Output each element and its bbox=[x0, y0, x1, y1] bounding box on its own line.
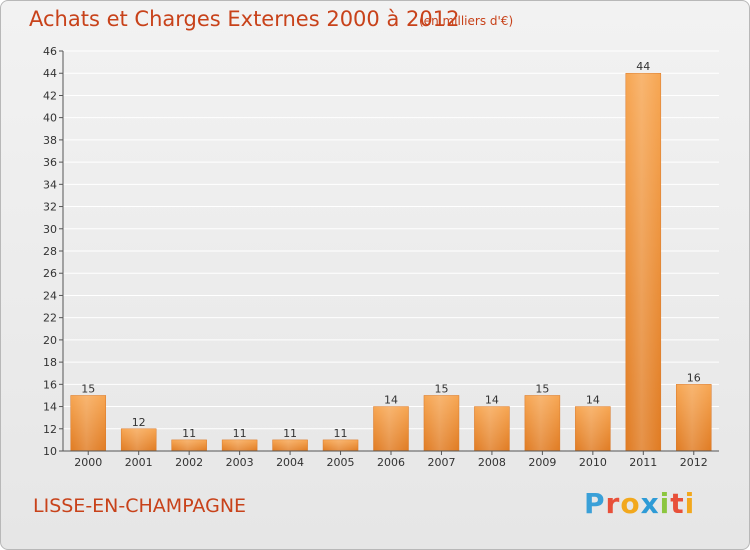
x-tick-label: 2005 bbox=[327, 456, 355, 469]
x-tick-label: 2008 bbox=[478, 456, 506, 469]
x-tick-label: 2003 bbox=[226, 456, 254, 469]
bar-highlight bbox=[575, 406, 611, 451]
x-tick-label: 2006 bbox=[377, 456, 405, 469]
data-label: 15 bbox=[81, 382, 95, 395]
y-tick-label: 34 bbox=[43, 178, 57, 191]
grid-layer bbox=[63, 50, 719, 452]
logo-letter: i bbox=[684, 487, 696, 520]
data-label: 15 bbox=[535, 382, 549, 395]
x-tick-label: 2004 bbox=[276, 456, 304, 469]
x-tick-label: 2007 bbox=[427, 456, 455, 469]
proxiti-logo: Proxiti bbox=[584, 487, 695, 520]
bar-highlight bbox=[676, 384, 712, 451]
data-label: 12 bbox=[132, 416, 146, 429]
commune-name: LISSE-EN-CHAMPAGNE bbox=[33, 495, 247, 517]
data-label: 15 bbox=[434, 382, 448, 395]
axis-layer: 10 12 14 16 18 20 22 24 26 28 30 32 34 36 38 40 42 44 46 20… bbox=[43, 45, 719, 469]
bar-highlight bbox=[524, 395, 560, 451]
logo-letter: t bbox=[670, 487, 685, 520]
data-label: 14 bbox=[485, 394, 499, 407]
x-tick-label: 2002 bbox=[175, 456, 203, 469]
y-tick-label: 44 bbox=[43, 67, 57, 80]
data-label: 44 bbox=[636, 60, 650, 73]
data-label: 11 bbox=[334, 427, 348, 440]
data-label: 14 bbox=[384, 394, 398, 407]
y-tick-label: 22 bbox=[43, 312, 57, 325]
bar-highlight bbox=[373, 406, 409, 451]
y-tick-label: 40 bbox=[43, 112, 57, 125]
logo-letter: x bbox=[640, 487, 660, 520]
x-tick-label: 2012 bbox=[680, 456, 708, 469]
data-label: 11 bbox=[233, 427, 247, 440]
y-tick-label: 30 bbox=[43, 223, 57, 236]
data-label: 11 bbox=[283, 427, 297, 440]
y-tick-label: 28 bbox=[43, 245, 57, 258]
bar-highlight bbox=[272, 439, 308, 451]
y-tick-label: 38 bbox=[43, 134, 57, 147]
bar-highlight bbox=[423, 395, 459, 451]
bar-highlight bbox=[121, 428, 157, 451]
y-tick-label: 16 bbox=[43, 378, 57, 391]
data-label: 11 bbox=[182, 427, 196, 440]
bars-layer: 15 12 11 11 11 11 14 15 14 15 14 44 16 bbox=[70, 60, 712, 452]
y-tick-label: 24 bbox=[43, 289, 57, 302]
bar-highlight bbox=[474, 406, 510, 451]
logo-letter: o bbox=[620, 487, 641, 520]
data-label: 14 bbox=[586, 394, 600, 407]
bar-highlight bbox=[70, 395, 106, 451]
y-tick-label: 20 bbox=[43, 334, 57, 347]
y-tick-label: 12 bbox=[43, 423, 57, 436]
data-label: 16 bbox=[687, 371, 701, 384]
x-tick-label: 2001 bbox=[125, 456, 153, 469]
y-tick-label: 32 bbox=[43, 201, 57, 214]
x-tick-label: 2009 bbox=[528, 456, 556, 469]
x-tick-label: 2011 bbox=[629, 456, 657, 469]
bar-highlight bbox=[222, 439, 258, 451]
bar-highlight bbox=[625, 73, 661, 451]
chart-title: Achats et Charges Externes 2000 à 2012 bbox=[29, 7, 460, 31]
y-tick-label: 14 bbox=[43, 401, 57, 414]
bar-highlight bbox=[171, 439, 207, 451]
chart-unit: (en milliers d'€) bbox=[419, 14, 514, 28]
logo-letter: i bbox=[659, 487, 671, 520]
y-tick-label: 46 bbox=[43, 45, 57, 58]
logo-letter: r bbox=[605, 487, 621, 520]
bar-highlight bbox=[323, 439, 359, 451]
y-tick-label: 26 bbox=[43, 267, 57, 280]
y-tick-label: 18 bbox=[43, 356, 57, 369]
x-tick-label: 2000 bbox=[74, 456, 102, 469]
x-tick-label: 2010 bbox=[579, 456, 607, 469]
y-tick-label: 10 bbox=[43, 445, 57, 458]
y-tick-label: 42 bbox=[43, 89, 57, 102]
logo-letter: P bbox=[584, 487, 606, 520]
y-tick-label: 36 bbox=[43, 156, 57, 169]
